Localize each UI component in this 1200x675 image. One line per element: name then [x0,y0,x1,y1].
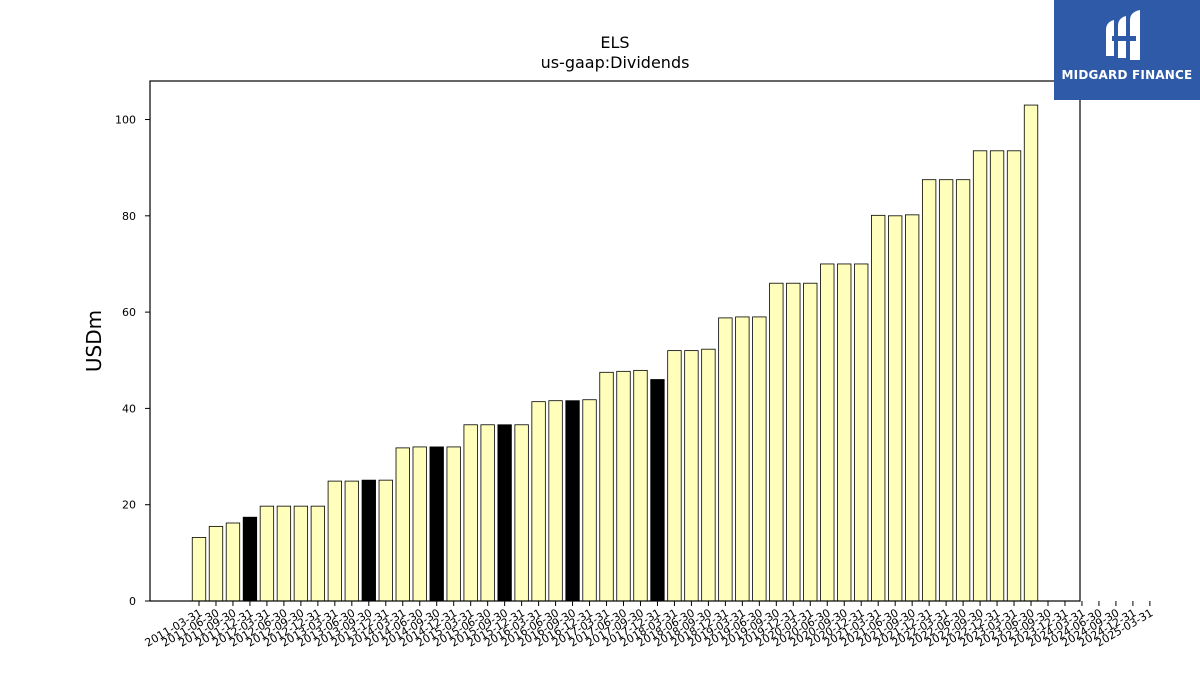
bar-2015-09-30 [497,424,512,602]
bar-2015-06-30 [480,424,495,602]
y-tick-label: 20 [122,499,136,512]
bar-2014-03-31 [395,447,410,602]
logo-mark-icon [1106,10,1140,60]
bar-2021-03-31 [871,214,886,602]
bar-2012-06-30 [276,505,292,602]
bar-2023-06-30 [1023,104,1039,602]
bar-2018-03-31 [667,350,682,602]
y-tick-label: 80 [122,210,136,223]
bar-2014-12-31 [446,446,461,602]
bar-2019-12-31 [786,282,801,602]
chart-title: ELS [600,33,629,52]
bar-2022-03-31 [938,179,954,602]
bar-2019-06-30 [752,316,767,602]
bar-2017-09-30 [633,369,648,602]
bar-2022-09-30 [972,150,988,602]
bar-2017-12-31 [650,379,665,602]
bar-2018-12-31 [718,317,733,602]
bar-2016-09-30 [565,400,580,602]
plot-area-frame [149,80,1081,602]
bar-2011-03-31 [191,537,207,602]
y-axis-label: USDm [82,310,106,372]
bar-2015-03-31 [463,424,478,602]
bar-2022-06-30 [955,179,971,602]
bar-2014-06-30 [412,446,427,602]
bar-2020-06-30 [820,263,835,602]
bar-2012-09-30 [293,505,309,602]
bar-2016-06-30 [548,400,563,602]
bar-2021-09-30 [905,214,920,602]
bar-2013-12-31 [378,479,393,602]
bar-2022-12-31 [989,150,1005,602]
bar-2016-03-31 [531,401,546,602]
y-tick-label: 0 [129,595,136,608]
bar-2019-03-31 [735,316,750,602]
bar-2017-03-31 [599,371,614,602]
bar-2018-06-30 [684,350,699,602]
bar-2013-09-30 [361,479,376,602]
bar-2020-12-31 [854,263,869,602]
bar-2021-06-30 [888,215,903,602]
bar-2020-03-31 [803,282,818,602]
bar-2011-12-31 [242,516,258,602]
bar-2013-03-31 [327,480,342,602]
bar-2023-03-31 [1006,150,1022,602]
y-tick-label: 40 [122,402,136,415]
bar-2018-09-30 [701,348,716,602]
bar-2012-03-31 [259,505,275,602]
y-tick-label: 100 [115,114,136,127]
y-tick-label: 60 [122,306,136,319]
midgard-finance-logo: MIDGARD FINANCE [1054,0,1200,100]
bar-2019-09-30 [769,282,784,602]
bar-2012-12-31 [310,505,326,602]
logo-text: MIDGARD FINANCE [1061,68,1193,82]
bar-2011-09-30 [225,522,241,602]
y-axis-ticks: 0 20 40 60 80 100 [115,114,150,608]
bar-2016-12-31 [582,399,597,602]
chart-subtitle: us-gaap:Dividends [541,53,690,72]
bar-2021-12-31 [921,179,937,602]
bar-2013-06-30 [344,480,359,602]
bar-2014-09-30 [429,446,444,602]
bar-series [191,104,1039,602]
bar-2011-06-30 [208,525,224,602]
x-axis-ticks: 2011-03-312011-06-302011-09-302011-12-31… [143,601,1155,650]
bar-2015-12-31 [514,424,529,602]
bar-2020-09-30 [837,263,852,602]
bar-2017-06-30 [616,370,631,602]
